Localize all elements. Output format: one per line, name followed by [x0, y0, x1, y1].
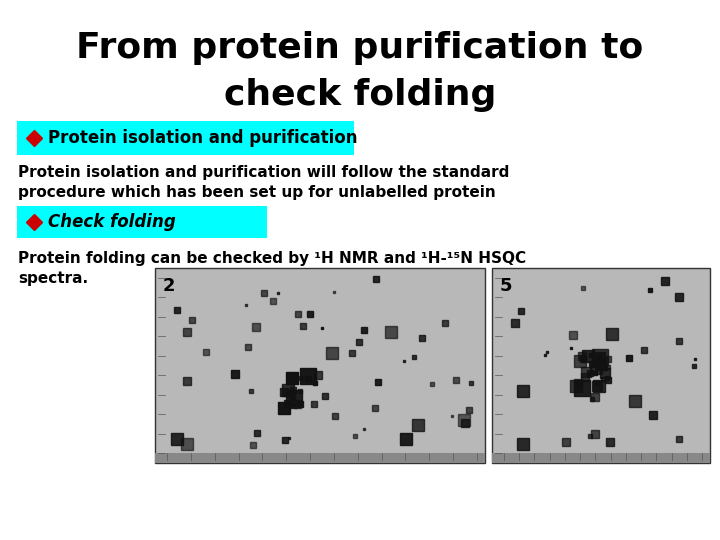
Text: 5: 5 — [500, 277, 513, 295]
FancyBboxPatch shape — [17, 121, 354, 155]
FancyBboxPatch shape — [492, 453, 710, 463]
Text: Protein isolation and purification: Protein isolation and purification — [48, 129, 358, 147]
FancyBboxPatch shape — [17, 206, 267, 238]
Text: 2: 2 — [163, 277, 176, 295]
Text: Check folding: Check folding — [48, 213, 176, 231]
Text: Protein folding can be checked by ¹H NMR and ¹H-¹⁵N HSQC: Protein folding can be checked by ¹H NMR… — [18, 251, 526, 266]
Text: From protein purification to: From protein purification to — [76, 31, 644, 65]
FancyBboxPatch shape — [155, 453, 485, 463]
Text: procedure which has been set up for unlabelled protein: procedure which has been set up for unla… — [18, 185, 496, 199]
FancyBboxPatch shape — [492, 268, 710, 463]
Text: spectra.: spectra. — [18, 271, 88, 286]
Text: Protein isolation and purification will follow the standard: Protein isolation and purification will … — [18, 165, 509, 179]
Text: check folding: check folding — [224, 78, 496, 112]
FancyBboxPatch shape — [155, 268, 485, 463]
